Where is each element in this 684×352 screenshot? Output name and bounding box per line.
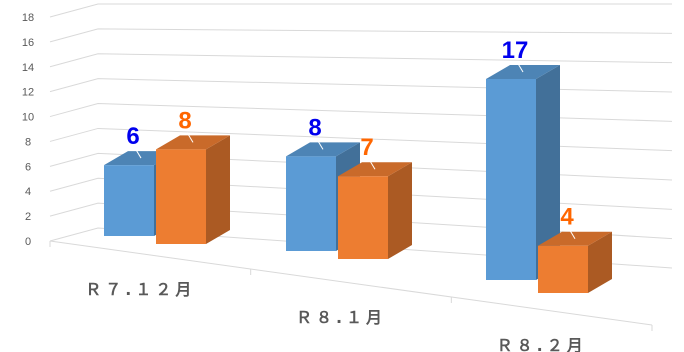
y-tick-label: 12: [22, 87, 34, 99]
y-tick-label: 16: [22, 37, 34, 49]
y-tick-label: 14: [22, 62, 34, 74]
gridline: [49, 103, 673, 122]
y-axis-ticks: 0 2 4 6 8 10 12 14 16 18: [22, 12, 34, 248]
value-labels: 6 8 17 8 7 4: [126, 37, 576, 239]
gridline: [49, 227, 673, 269]
bar: [156, 135, 230, 244]
label-leader: [568, 228, 576, 239]
label-leader: [186, 132, 194, 143]
gridline: [49, 202, 673, 240]
gridlines: [49, 3, 673, 269]
gridline: [49, 177, 673, 210]
bar: [338, 162, 412, 259]
bar: [538, 231, 612, 293]
data-label: 7: [360, 134, 373, 161]
y-tick-label: 6: [25, 161, 31, 173]
label-leader: [316, 139, 324, 150]
gridline: [49, 78, 673, 93]
label-leader: [368, 158, 376, 170]
x-axis-line: [49, 240, 653, 326]
y-tick-label: 0: [25, 236, 31, 248]
gridline: [49, 152, 673, 181]
gridline: [49, 28, 673, 43]
y-tick-label: 2: [25, 211, 31, 223]
data-label: 17: [502, 37, 529, 64]
gridline: [49, 53, 673, 68]
x-tick-label: Ｒ８.２月: [497, 336, 587, 352]
bar: [486, 65, 560, 281]
data-label: 8: [308, 114, 321, 141]
y-tick-label: 4: [25, 186, 31, 198]
gridline: [49, 3, 672, 18]
x-tick-label: Ｒ８.１月: [296, 308, 386, 327]
y-tick-label: 8: [25, 136, 31, 148]
label-leader: [134, 147, 142, 159]
data-label: 6: [126, 123, 139, 150]
gridline: [49, 127, 673, 152]
data-label: 8: [178, 107, 191, 134]
bars: [104, 65, 612, 293]
label-leader: [516, 61, 524, 73]
y-tick-label: 10: [22, 112, 34, 124]
y-tick-label: 18: [22, 12, 34, 24]
x-tick-label: Ｒ７.１２月: [85, 280, 195, 299]
x-axis: Ｒ７.１２月 Ｒ８.１月 Ｒ８.２月: [49, 240, 653, 352]
data-label: 4: [560, 204, 574, 231]
